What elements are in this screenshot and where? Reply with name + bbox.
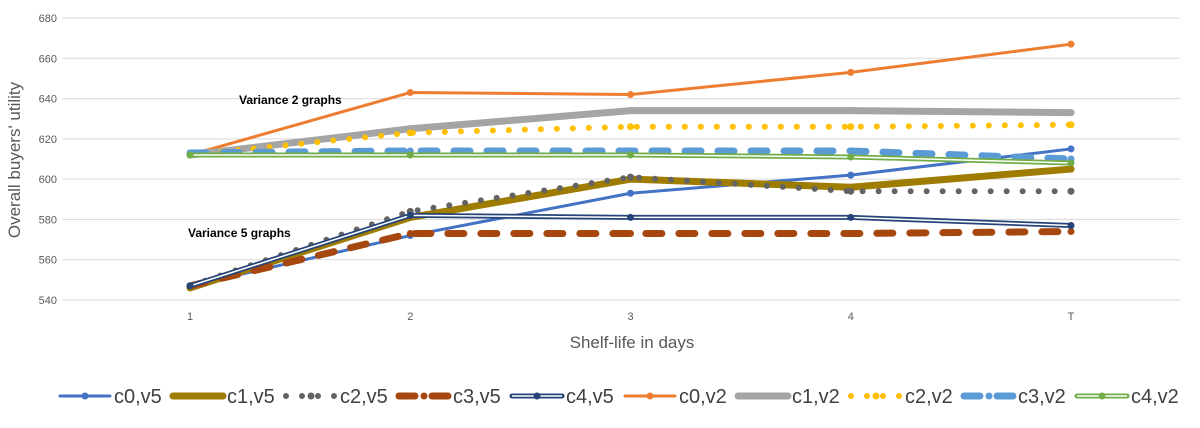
y-tick-label: 640 [39, 94, 57, 106]
legend-label: c3,v2 [1018, 386, 1066, 408]
data-point [1067, 187, 1075, 195]
y-tick-label: 540 [39, 295, 57, 307]
data-point [847, 123, 855, 131]
y-tick-label: 560 [39, 255, 57, 267]
data-point [406, 211, 414, 219]
series-line-c3-v5 [186, 228, 1075, 290]
series-line-c2-v5 [187, 174, 1074, 289]
legend-label: c1,v2 [792, 386, 840, 408]
annotation: Variance 2 graphs [239, 93, 342, 107]
legend-marker [646, 392, 654, 400]
series-line-c4-v5 [187, 212, 1074, 289]
x-tick-label: 4 [848, 311, 854, 323]
y-tick-label: 660 [39, 53, 57, 65]
y-tick-label: 600 [39, 174, 57, 186]
data-point [406, 89, 414, 97]
y-tick-label: 580 [39, 214, 57, 226]
legend-marker [307, 392, 315, 400]
x-tick-label: 1 [187, 311, 193, 323]
data-point [847, 153, 855, 161]
legend-label: c1,v5 [227, 386, 275, 408]
legend-label: c0,v2 [679, 386, 727, 408]
data-point [406, 230, 414, 238]
legend-label: c4,v2 [1131, 386, 1179, 408]
series-line-c1-v5 [186, 165, 1075, 292]
legend-marker [759, 392, 767, 400]
y-tick-label: 620 [39, 134, 57, 146]
x-tick-label: 2 [407, 311, 413, 323]
legend-marker [872, 392, 880, 400]
data-point [847, 230, 855, 238]
data-point [1067, 228, 1075, 236]
data-point [627, 151, 634, 159]
data-point [186, 282, 194, 290]
data-point [627, 230, 634, 238]
legend-label: c0,v5 [114, 386, 162, 408]
legend-label: c2,v2 [905, 386, 953, 408]
data-point [1067, 159, 1075, 167]
legend-marker [194, 392, 202, 400]
data-point [406, 151, 414, 159]
legend-label: c2,v5 [340, 386, 388, 408]
legend-marker [420, 392, 428, 400]
y-axis-label: Overall buyers' utility [5, 81, 24, 238]
series-line-inner [189, 214, 1072, 287]
data-point [847, 68, 855, 76]
data-point [627, 123, 634, 131]
data-point [1067, 121, 1075, 129]
data-point [406, 129, 414, 137]
data-point [1067, 145, 1075, 153]
y-tick-label: 680 [39, 13, 57, 25]
data-point [627, 213, 634, 221]
legend-marker [1098, 392, 1106, 400]
data-point [847, 107, 855, 115]
data-point [627, 91, 634, 99]
legend-label: c3,v5 [453, 386, 501, 408]
data-point [847, 187, 855, 195]
data-point [847, 171, 855, 179]
data-point [627, 189, 634, 197]
legend-label: c4,v5 [566, 386, 614, 408]
x-tick-label: T [1068, 311, 1075, 323]
data-point [627, 107, 634, 115]
annotation: Variance 5 graphs [188, 226, 291, 240]
data-point [847, 147, 855, 155]
data-point [186, 151, 194, 159]
data-point [1067, 40, 1075, 48]
legend-marker [985, 392, 993, 400]
data-point [1067, 109, 1075, 117]
data-point [1067, 165, 1075, 173]
x-tick-label: 3 [627, 311, 633, 323]
series-line-c2-v2 [187, 121, 1074, 158]
data-point [847, 213, 855, 221]
legend-marker [533, 392, 541, 400]
data-point [1067, 221, 1075, 229]
x-axis-label: Shelf-life in days [570, 333, 695, 352]
data-point [627, 173, 634, 181]
legend-marker [81, 392, 89, 400]
